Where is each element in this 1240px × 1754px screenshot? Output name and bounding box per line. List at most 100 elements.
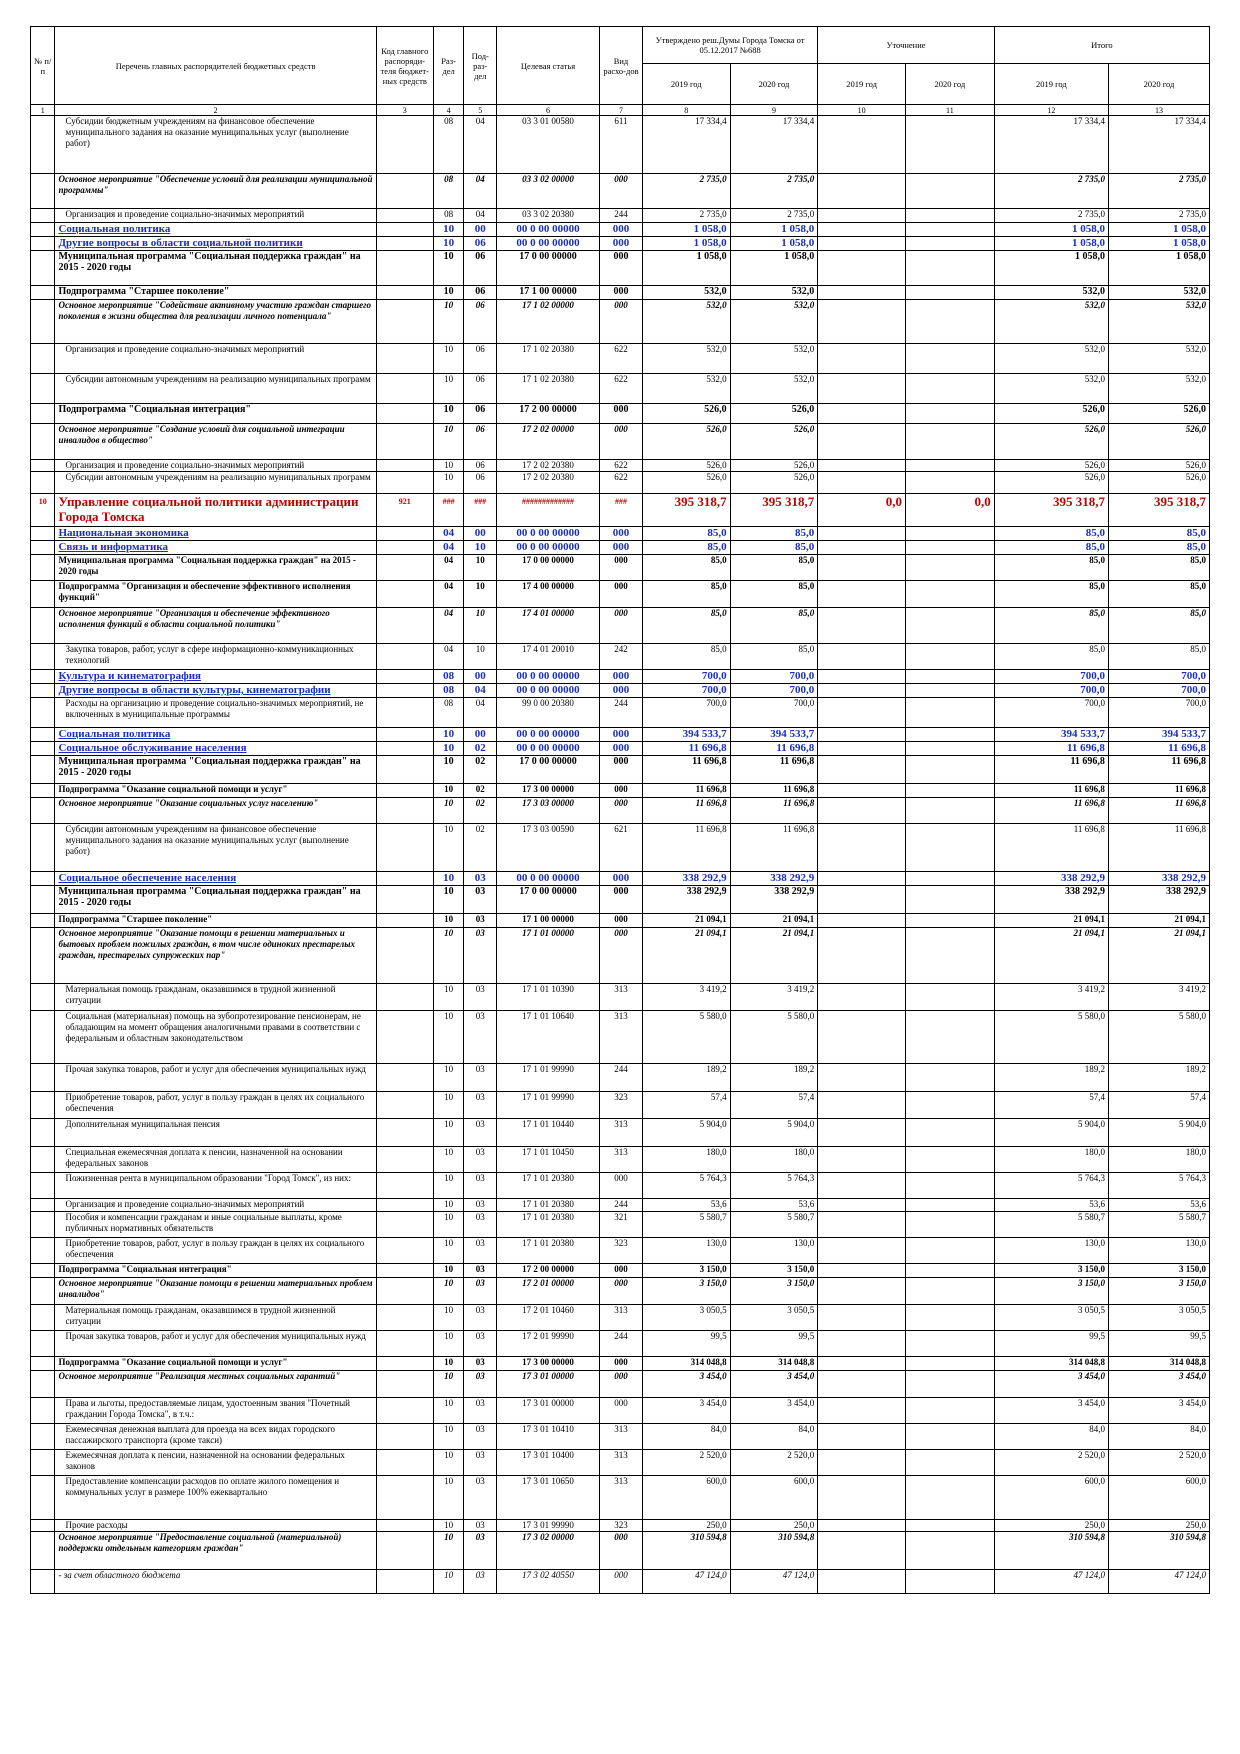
row-approved-2019: 700,0 [641, 683, 731, 698]
row-celevaya-statya: 00 0 00 00000 [496, 683, 601, 698]
row-approved-2019: 338 292,9 [641, 871, 731, 886]
row-celevaya-statya: 17 3 01 00000 [496, 1370, 601, 1398]
row-razdel: 10 [432, 1237, 465, 1264]
row-razdel: 10 [432, 285, 465, 300]
table-row: Основное мероприятие "Организация и обес… [29, 607, 1211, 644]
row-approved-2020: 532,0 [729, 343, 819, 374]
row-number: 10 [29, 493, 56, 527]
row-razdel: 10 [432, 1569, 465, 1594]
row-razdel: 08 [432, 669, 465, 684]
row-number [29, 115, 56, 174]
table-row: Специальная ежемесячная доплата к пенсии… [29, 1146, 1211, 1173]
row-razdel: 10 [432, 423, 465, 460]
row-correction-2019 [817, 403, 906, 424]
row-total-2020: 1 058,0 [1107, 236, 1211, 251]
table-row: Основное мероприятие "Реализация местных… [29, 1370, 1211, 1398]
row-correction-2019 [817, 797, 906, 824]
row-approved-2020: 314 048,8 [729, 1356, 819, 1371]
row-approved-2020: 11 696,8 [729, 755, 819, 784]
row-correction-2019 [817, 683, 906, 698]
row-correction-2019 [817, 526, 906, 541]
table-row: Дополнительная муниципальная пенсия 10 03 1… [29, 1118, 1211, 1147]
row-approved-2019: 3 419,2 [641, 983, 731, 1011]
row-vid-rashodov: 242 [599, 643, 643, 670]
row-podrazdel: 03 [463, 1519, 498, 1532]
row-approved-2020: 11 696,8 [729, 783, 819, 798]
row-podrazdel: 03 [463, 1370, 498, 1398]
row-vid-rashodov: 323 [599, 1519, 643, 1532]
row-podrazdel: 03 [463, 1475, 498, 1520]
row-kod [375, 459, 434, 472]
row-vid-rashodov: 244 [599, 1330, 643, 1357]
row-approved-2019: 11 696,8 [641, 741, 731, 756]
row-correction-2020 [905, 871, 995, 886]
row-total-2019: 3 050,5 [993, 1304, 1109, 1331]
row-correction-2019 [817, 250, 906, 286]
row-approved-2019: 700,0 [641, 697, 731, 728]
row-razdel: 10 [432, 299, 465, 344]
row-total-2020: 700,0 [1107, 669, 1211, 684]
colnum: 13 [1107, 104, 1211, 116]
row-correction-2019 [817, 607, 906, 644]
row-number [29, 913, 56, 928]
row-kod [375, 1531, 434, 1570]
row-total-2019: 532,0 [993, 299, 1109, 344]
table-row: Подпрограмма "Социальная интеграция" 10 03… [29, 1263, 1211, 1278]
row-vid-rashodov: 000 [599, 173, 643, 209]
row-correction-2019 [817, 1397, 906, 1424]
row-correction-2019 [817, 927, 906, 984]
row-total-2019: 85,0 [993, 540, 1109, 555]
row-correction-2020 [905, 285, 995, 300]
row-correction-2019 [817, 983, 906, 1011]
row-correction-2019 [817, 373, 906, 404]
header-vid: Вид расхо-дов [599, 26, 643, 105]
row-total-2020: 11 696,8 [1107, 823, 1211, 872]
row-correction-2019 [817, 1569, 906, 1594]
row-vid-rashodov: 313 [599, 1423, 643, 1450]
row-podrazdel: 04 [463, 683, 498, 698]
row-razdel: 10 [432, 222, 465, 237]
row-celevaya-statya: 00 0 00 00000 [496, 741, 601, 756]
colnum: 3 [375, 104, 434, 116]
row-approved-2020: 3 419,2 [729, 983, 819, 1011]
table-row: Основное мероприятие "Обеспечение услови… [29, 173, 1211, 209]
row-kod [375, 580, 434, 608]
row-correction-2019 [817, 173, 906, 209]
row-approved-2020: 99,5 [729, 1330, 819, 1357]
table-row: Социальное обслуживание населения 10 02 00 … [29, 741, 1211, 756]
row-approved-2019: 11 696,8 [641, 783, 731, 798]
row-correction-2019 [817, 885, 906, 914]
row-approved-2020: 600,0 [729, 1475, 819, 1520]
row-razdel: 10 [432, 1449, 465, 1476]
row-approved-2019: 180,0 [641, 1146, 731, 1173]
row-total-2019: 84,0 [993, 1423, 1109, 1450]
row-approved-2019: 84,0 [641, 1423, 731, 1450]
row-podrazdel: 02 [463, 783, 498, 798]
row-kod [375, 208, 434, 223]
row-approved-2019: 85,0 [641, 554, 731, 581]
colnum: 2 [54, 104, 377, 116]
row-kod [375, 1172, 434, 1199]
row-total-2019: 532,0 [993, 373, 1109, 404]
row-correction-2019 [817, 1356, 906, 1371]
row-correction-2020 [905, 913, 995, 928]
row-number [29, 208, 56, 223]
row-podrazdel: 03 [463, 871, 498, 886]
row-number [29, 1356, 56, 1371]
row-vid-rashodov: 000 [599, 222, 643, 237]
row-correction-2020 [905, 741, 995, 756]
row-number [29, 554, 56, 581]
row-correction-2019 [817, 554, 906, 581]
row-total-2020: 5 904,0 [1107, 1118, 1211, 1147]
row-total-2019: 526,0 [993, 471, 1109, 494]
row-correction-2020 [905, 343, 995, 374]
row-celevaya-statya: 17 3 02 40550 [496, 1569, 601, 1594]
row-total-2020: 314 048,8 [1107, 1356, 1211, 1371]
row-total-2020: 2 735,0 [1107, 173, 1211, 209]
row-approved-2020: 700,0 [729, 669, 819, 684]
row-total-2020: 85,0 [1107, 554, 1211, 581]
row-number [29, 607, 56, 644]
row-name: Расходы на организацию и проведение соци… [54, 697, 377, 728]
row-kod [375, 885, 434, 914]
row-name: Организация и проведение социально-значи… [54, 1198, 377, 1212]
